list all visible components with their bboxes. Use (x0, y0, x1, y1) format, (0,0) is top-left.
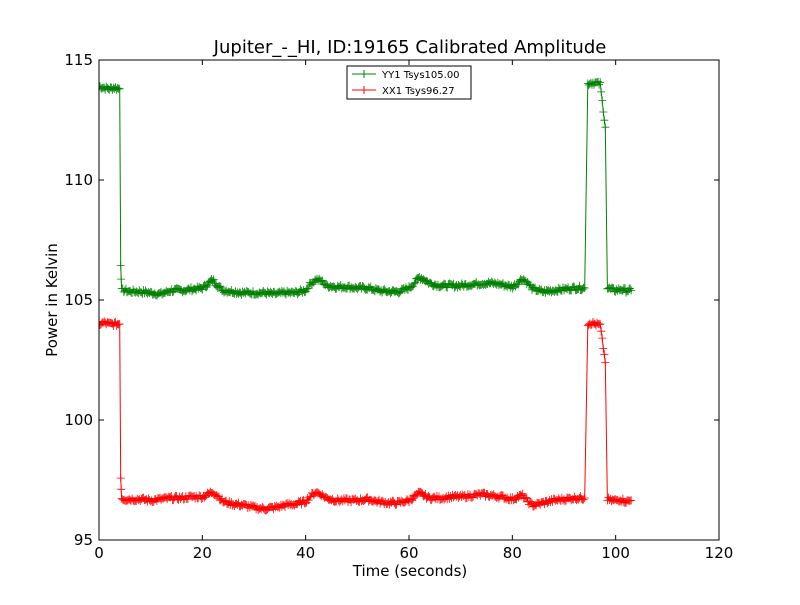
legend-label-xx1: XX1 Tsys96.27 (382, 86, 455, 97)
legend-marker-xx1 (360, 86, 368, 94)
x-tick-label: 100 (601, 544, 630, 562)
legend: YY1 Tsys105.00 XX1 Tsys96.27 (346, 65, 472, 100)
y-axis-label: Power in Kelvin (43, 243, 61, 357)
series-0 (99, 77, 636, 300)
x-tick-label: 20 (193, 544, 212, 562)
legend-marker-yy1 (360, 70, 368, 78)
y-tick-label: 110 (64, 171, 93, 189)
y-tick-label: 95 (74, 531, 93, 549)
y-tick-label: 105 (64, 291, 93, 309)
legend-box (346, 65, 472, 100)
y-tick-label: 100 (64, 411, 93, 429)
series-1 (99, 317, 636, 515)
x-tick-label: 80 (503, 544, 522, 562)
x-axis-label: Time (seconds) (352, 562, 468, 580)
series-markers (99, 77, 636, 300)
x-tick-label: 0 (94, 544, 104, 562)
plot-layer (99, 77, 636, 515)
x-tick-label: 120 (705, 544, 734, 562)
chart-title: Jupiter_-_HI, ID:19165 Calibrated Amplit… (213, 37, 607, 58)
tick-layer: 0 20 40 60 80 100 120 95 100 105 110 115 (64, 51, 733, 562)
x-tick-label: 40 (296, 544, 315, 562)
x-tick-label: 60 (399, 544, 418, 562)
legend-label-yy1: YY1 Tsys105.00 (381, 70, 460, 81)
y-tick-label: 115 (64, 51, 93, 69)
series-markers (99, 317, 636, 515)
